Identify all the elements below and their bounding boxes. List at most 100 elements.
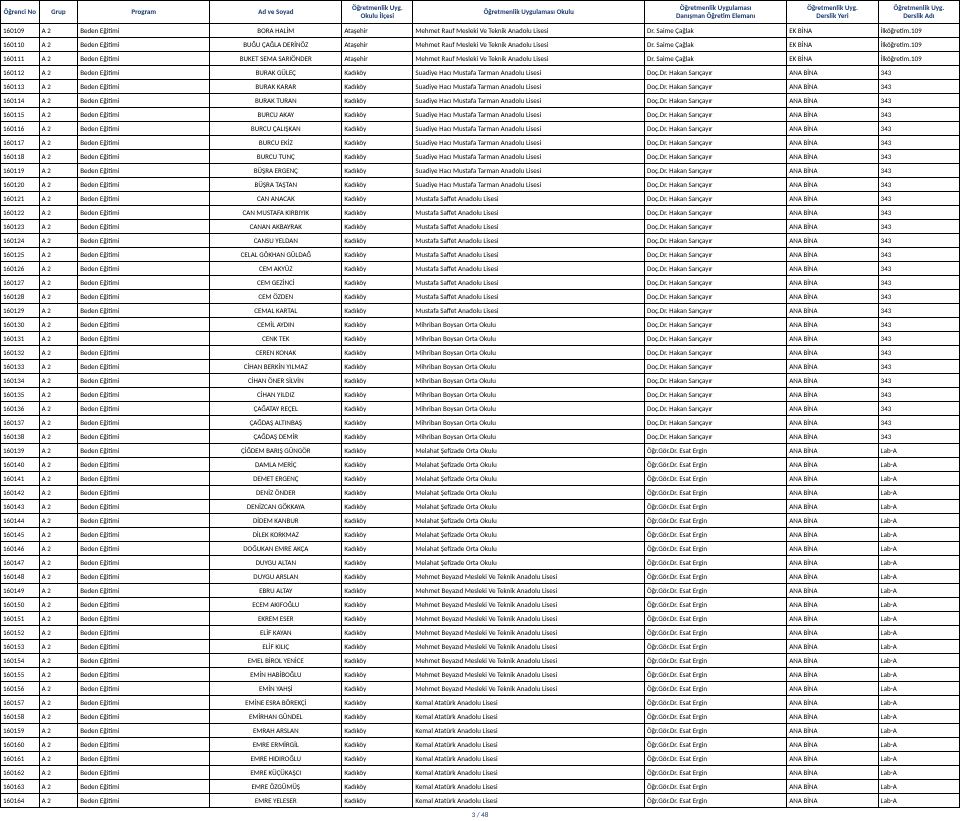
cell-program: Beden Eğitimi	[78, 318, 210, 332]
cell-ogrenciNo: 160123	[1, 220, 40, 234]
cell-okulIlcesi: Kadıköy	[342, 458, 413, 472]
cell-okulIlcesi: Kadıköy	[342, 780, 413, 794]
cell-derslikAdi: 343	[878, 150, 959, 164]
cell-derslikYeri: ANA BİNA	[787, 654, 878, 668]
cell-adSoyad: BURCU TUNÇ	[210, 150, 342, 164]
cell-grup: A 2	[39, 122, 78, 136]
cell-grup: A 2	[39, 24, 78, 38]
cell-okulIlcesi: Kadıköy	[342, 626, 413, 640]
cell-derslikAdi: Lab-A	[878, 458, 959, 472]
cell-danisman: Doç.Dr. Hakan Sarıçayır	[645, 108, 787, 122]
table-row: 160140A 2Beden EğitimiDAMLA MERİÇKadıköy…	[1, 458, 960, 472]
cell-grup: A 2	[39, 766, 78, 780]
cell-ogrenciNo: 160158	[1, 710, 40, 724]
cell-okul: Melahat Şefizade Orta Okulu	[413, 486, 645, 500]
cell-ogrenciNo: 160115	[1, 108, 40, 122]
cell-derslikAdi: Lab-A	[878, 738, 959, 752]
cell-ogrenciNo: 160120	[1, 178, 40, 192]
cell-danisman: Öğr.Gör.Dr. Esat Ergin	[645, 766, 787, 780]
cell-okul: Mehmet Beyazıd Mesleki Ve Teknik Anadolu…	[413, 654, 645, 668]
cell-okulIlcesi: Kadıköy	[342, 192, 413, 206]
cell-derslikYeri: ANA BİNA	[787, 668, 878, 682]
cell-adSoyad: DENİZ ÖNDER	[210, 486, 342, 500]
cell-danisman: Öğr.Gör.Dr. Esat Ergin	[645, 612, 787, 626]
cell-danisman: Öğr.Gör.Dr. Esat Ergin	[645, 500, 787, 514]
cell-program: Beden Eğitimi	[78, 122, 210, 136]
cell-okul: Melahat Şefizade Orta Okulu	[413, 458, 645, 472]
cell-grup: A 2	[39, 794, 78, 808]
cell-danisman: Doç.Dr. Hakan Sarıçayır	[645, 234, 787, 248]
cell-danisman: Doç.Dr. Hakan Sarıçayır	[645, 262, 787, 276]
cell-adSoyad: BURAK TURAN	[210, 94, 342, 108]
cell-ogrenciNo: 160164	[1, 794, 40, 808]
cell-okulIlcesi: Kadıköy	[342, 108, 413, 122]
cell-derslikAdi: İlköğretim.109	[878, 52, 959, 66]
col-header-program: Program	[78, 1, 210, 24]
cell-okulIlcesi: Kadıköy	[342, 486, 413, 500]
cell-program: Beden Eğitimi	[78, 626, 210, 640]
cell-adSoyad: EMİNE ESRA BÖREKÇİ	[210, 696, 342, 710]
cell-danisman: Doç.Dr. Hakan Sarıçayır	[645, 276, 787, 290]
cell-derslikYeri: ANA BİNA	[787, 332, 878, 346]
cell-adSoyad: BÜŞRA ERGENÇ	[210, 164, 342, 178]
cell-program: Beden Eğitimi	[78, 766, 210, 780]
cell-grup: A 2	[39, 108, 78, 122]
col-header-danisman: Öğretmenlik UygulamasıDanışman Öğretim E…	[645, 1, 787, 24]
table-row: 160120A 2Beden EğitimiBÜŞRA TAŞTANKadıkö…	[1, 178, 960, 192]
cell-grup: A 2	[39, 360, 78, 374]
cell-derslikYeri: EK BİNA	[787, 38, 878, 52]
cell-danisman: Doç.Dr. Hakan Sarıçayır	[645, 318, 787, 332]
cell-derslikYeri: ANA BİNA	[787, 388, 878, 402]
cell-grup: A 2	[39, 458, 78, 472]
cell-adSoyad: CAN ANACAK	[210, 192, 342, 206]
cell-grup: A 2	[39, 668, 78, 682]
cell-adSoyad: CANSU YELDAN	[210, 234, 342, 248]
cell-ogrenciNo: 160113	[1, 80, 40, 94]
cell-derslikYeri: ANA BİNA	[787, 612, 878, 626]
cell-program: Beden Eğitimi	[78, 486, 210, 500]
cell-derslikYeri: ANA BİNA	[787, 514, 878, 528]
cell-ogrenciNo: 160161	[1, 752, 40, 766]
cell-danisman: Doç.Dr. Hakan Sarıçayır	[645, 94, 787, 108]
cell-program: Beden Eğitimi	[78, 668, 210, 682]
cell-program: Beden Eğitimi	[78, 724, 210, 738]
cell-derslikYeri: ANA BİNA	[787, 766, 878, 780]
cell-grup: A 2	[39, 640, 78, 654]
cell-derslikYeri: ANA BİNA	[787, 262, 878, 276]
cell-program: Beden Eğitimi	[78, 150, 210, 164]
student-table: Öğrenci NoGrupProgramAd ve SoyadÖğretmen…	[0, 0, 960, 808]
cell-adSoyad: BURCU ÇALIŞKAN	[210, 122, 342, 136]
cell-derslikAdi: Lab-A	[878, 486, 959, 500]
cell-danisman: Doç.Dr. Hakan Sarıçayır	[645, 304, 787, 318]
table-row: 160127A 2Beden EğitimiCEM GEZİNCİKadıköy…	[1, 276, 960, 290]
cell-grup: A 2	[39, 528, 78, 542]
cell-program: Beden Eğitimi	[78, 206, 210, 220]
cell-okul: Mehmet Beyazıd Mesleki Ve Teknik Anadolu…	[413, 598, 645, 612]
cell-adSoyad: ELİF KILIÇ	[210, 640, 342, 654]
table-row: 160161A 2Beden EğitimiEMRE HIDIROĞLUKadı…	[1, 752, 960, 766]
cell-okul: Mihriban Boysan Orta Okulu	[413, 430, 645, 444]
cell-ogrenciNo: 160162	[1, 766, 40, 780]
cell-okul: Melahat Şefizade Orta Okulu	[413, 472, 645, 486]
cell-okul: Melahat Şefizade Orta Okulu	[413, 500, 645, 514]
cell-derslikAdi: Lab-A	[878, 598, 959, 612]
table-row: 160131A 2Beden EğitimiCENK TEKKadıköyMih…	[1, 332, 960, 346]
cell-okulIlcesi: Kadıköy	[342, 500, 413, 514]
cell-adSoyad: CİHAN ÖNER SİLVİN	[210, 374, 342, 388]
cell-derslikYeri: ANA BİNA	[787, 192, 878, 206]
cell-adSoyad: EBRU ALTAY	[210, 584, 342, 598]
cell-okul: Suadiye Hacı Mustafa Tarman Anadolu Lise…	[413, 66, 645, 80]
table-row: 160125A 2Beden EğitimiCELAL GÖKHAN GÜLDA…	[1, 248, 960, 262]
cell-adSoyad: ÇAĞATAY REÇEL	[210, 402, 342, 416]
cell-okul: Mehmet Beyazıd Mesleki Ve Teknik Anadolu…	[413, 668, 645, 682]
table-row: 160164A 2Beden EğitimiEMRE YELESERKadıkö…	[1, 794, 960, 808]
cell-ogrenciNo: 160126	[1, 262, 40, 276]
cell-derslikAdi: Lab-A	[878, 668, 959, 682]
cell-grup: A 2	[39, 248, 78, 262]
cell-derslikAdi: 343	[878, 290, 959, 304]
cell-derslikYeri: ANA BİNA	[787, 570, 878, 584]
cell-grup: A 2	[39, 542, 78, 556]
cell-okulIlcesi: Kadıköy	[342, 150, 413, 164]
cell-danisman: Öğr.Gör.Dr. Esat Ergin	[645, 738, 787, 752]
cell-derslikAdi: Lab-A	[878, 654, 959, 668]
